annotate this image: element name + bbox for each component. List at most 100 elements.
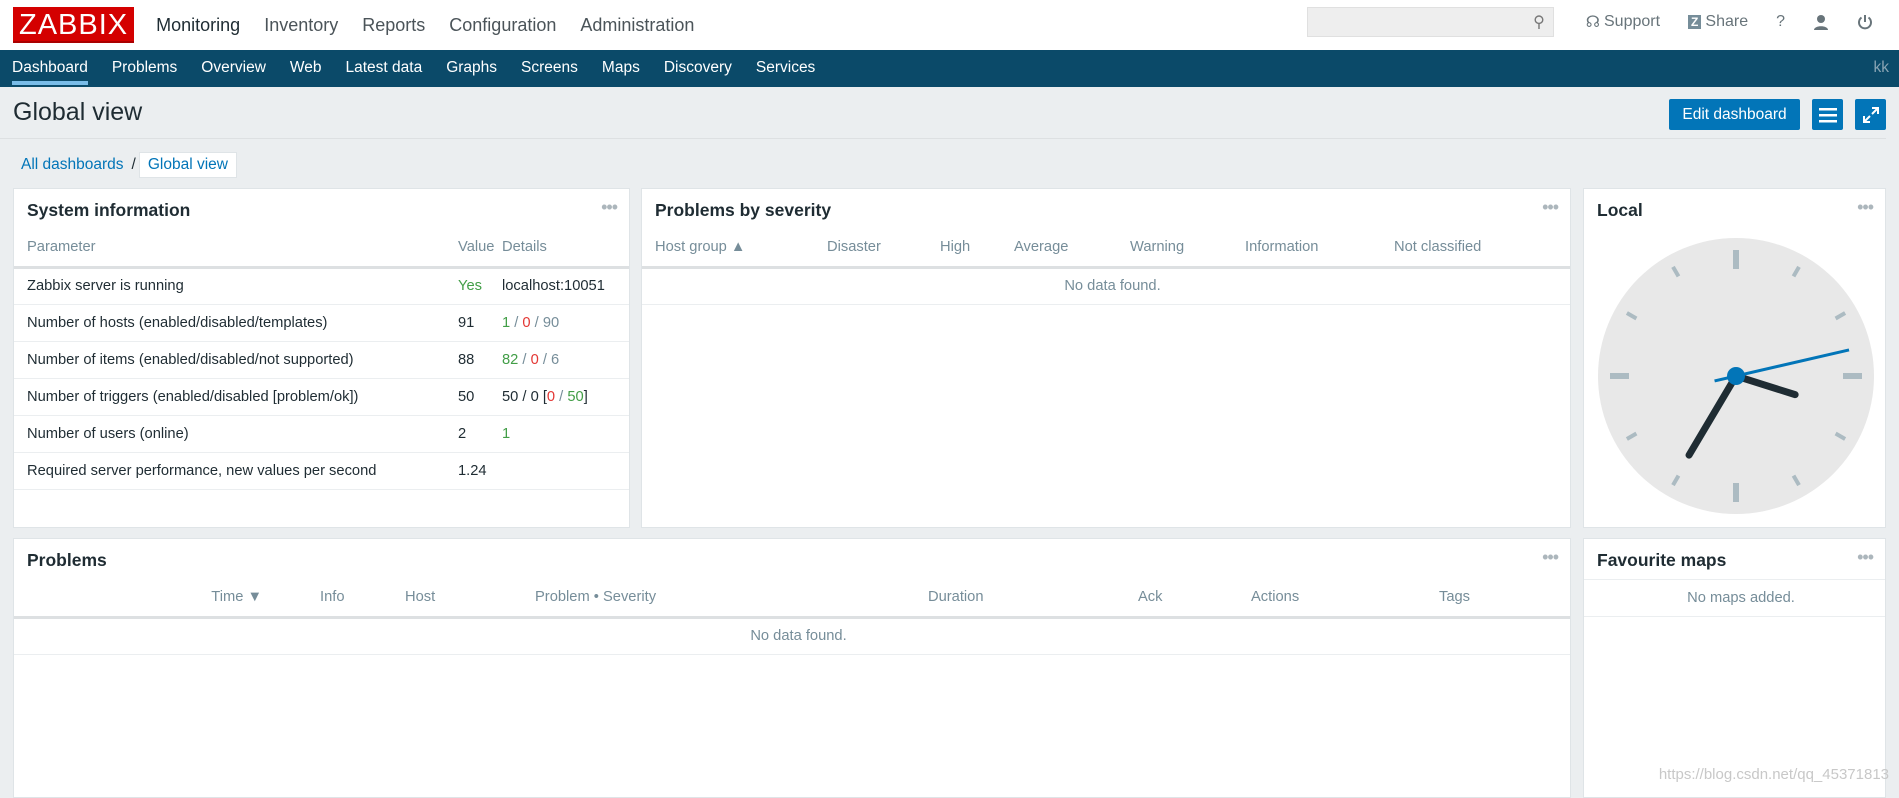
widget-options-icon[interactable]: ••• xyxy=(1542,547,1559,567)
problems-widget: Problems ••• Time ▼ Info Host Problem • … xyxy=(13,538,1571,798)
tab-problems[interactable]: Problems xyxy=(111,59,178,76)
details-part: / xyxy=(518,351,531,368)
local-clock-widget: Local ••• xyxy=(1583,188,1886,528)
sub-menu: Dashboard Problems Overview Web Latest d… xyxy=(0,50,1899,87)
system-info-table: Parameter Value Details Zabbix server is… xyxy=(14,229,629,526)
details-part: 0 xyxy=(530,351,539,368)
support-link[interactable]: ☊ Support xyxy=(1585,13,1661,31)
search-input[interactable]: ⚲ xyxy=(1306,7,1554,37)
minute-hand xyxy=(1685,372,1740,459)
tab-maps[interactable]: Maps xyxy=(601,59,640,76)
col-high: High xyxy=(927,229,1001,269)
details-part: 0 xyxy=(522,314,531,331)
widget-options-icon[interactable]: ••• xyxy=(1542,197,1559,217)
headset-icon: ☊ xyxy=(1585,14,1600,31)
parameter-cell: Number of hosts (enabled/disabled/templa… xyxy=(14,304,445,342)
tab-screens[interactable]: Screens xyxy=(521,59,578,76)
widget-options-icon[interactable]: ••• xyxy=(601,197,618,217)
col-problem-severity: Problem • Severity xyxy=(505,579,915,619)
tab-graphs[interactable]: Graphs xyxy=(446,59,498,76)
parameter-cell: Number of triggers (enabled/disabled [pr… xyxy=(14,378,445,416)
table-row: Number of hosts (enabled/disabled/templa… xyxy=(14,304,629,342)
table-row: Required server performance, new values … xyxy=(14,452,629,490)
details-part: / xyxy=(538,351,552,368)
col-info: Info xyxy=(262,579,375,619)
tab-dashboard[interactable]: Dashboard xyxy=(0,50,100,87)
details-part: 1 xyxy=(502,425,511,442)
tab-web[interactable]: Web xyxy=(289,59,322,76)
watermark: https://blog.csdn.net/qq_45371813 xyxy=(1658,766,1889,783)
hour-mark xyxy=(1834,311,1847,321)
details-part: 90 xyxy=(542,314,560,331)
page-header: Global view Edit dashboard xyxy=(0,87,1886,139)
value-cell: 50 xyxy=(445,378,502,416)
details-cell xyxy=(502,452,629,490)
col-time[interactable]: Time ▼ xyxy=(14,579,262,619)
col-not-classified: Not classified xyxy=(1381,229,1570,269)
table-row: Number of triggers (enabled/disabled [pr… xyxy=(14,378,629,416)
username: kk xyxy=(1873,59,1890,76)
details-part: 6 xyxy=(551,351,560,368)
widget-title: Problems by severity xyxy=(655,200,832,220)
tab-latest-data[interactable]: Latest data xyxy=(345,59,423,76)
zabbix-share-icon: Z xyxy=(1688,15,1702,29)
col-host: Host xyxy=(375,579,505,619)
tab-services[interactable]: Services xyxy=(755,59,816,76)
details-cell: 1 / 0 / 90 xyxy=(502,304,629,342)
no-data-message: No data found. xyxy=(14,617,1570,655)
no-maps-message: No maps added. xyxy=(1584,579,1885,617)
fullscreen-icon[interactable] xyxy=(1855,99,1886,130)
tab-discovery[interactable]: Discovery xyxy=(663,59,732,76)
col-ack: Ack xyxy=(1125,579,1238,619)
widget-title: Problems xyxy=(27,550,107,570)
search-icon[interactable]: ⚲ xyxy=(1533,14,1545,31)
col-value: Value xyxy=(445,229,502,269)
widget-title: System information xyxy=(27,200,191,220)
user-profile-icon[interactable] xyxy=(1813,14,1829,30)
breadcrumb-current[interactable]: Global view xyxy=(138,152,237,178)
col-disaster: Disaster xyxy=(814,229,927,269)
menu-reports[interactable]: Reports xyxy=(362,14,426,35)
col-tags: Tags xyxy=(1426,579,1570,619)
analog-clock xyxy=(1598,238,1874,514)
edit-dashboard-button[interactable]: Edit dashboard xyxy=(1669,99,1800,130)
details-part: 50 / 0 [ xyxy=(502,388,547,405)
parameter-cell: Zabbix server is running xyxy=(14,267,445,305)
table-row xyxy=(14,489,629,526)
power-icon[interactable] xyxy=(1857,14,1873,30)
details-part: 0 xyxy=(546,388,556,405)
details-cell: 50 / 0 [0 / 50] xyxy=(502,378,629,416)
zabbix-logo[interactable]: ZABBIX xyxy=(13,7,135,43)
value-cell: 1.24 xyxy=(445,452,502,490)
col-parameter: Parameter xyxy=(14,229,445,269)
col-host-group[interactable]: Host group ▲ xyxy=(642,229,814,269)
menu-configuration[interactable]: Configuration xyxy=(449,14,557,35)
hour-mark xyxy=(1671,474,1681,487)
help-button[interactable]: ? xyxy=(1776,13,1785,30)
table-row: Number of users (online) 2 1 xyxy=(14,415,629,453)
hour-mark xyxy=(1625,431,1638,441)
tab-overview[interactable]: Overview xyxy=(201,59,266,76)
page-title: Global view xyxy=(13,98,143,126)
hour-mark xyxy=(1791,265,1801,278)
widget-title: Favourite maps xyxy=(1597,550,1727,570)
value-cell: 88 xyxy=(445,341,502,379)
hour-mark xyxy=(1791,474,1801,487)
widget-options-icon[interactable]: ••• xyxy=(1857,197,1874,217)
details-part: / xyxy=(510,314,523,331)
details-part: 1 xyxy=(502,314,511,331)
breadcrumb-all-dashboards[interactable]: All dashboards xyxy=(21,156,124,173)
top-bar: ZABBIX Monitoring Inventory Reports Conf… xyxy=(0,0,1899,58)
widget-options-icon[interactable]: ••• xyxy=(1857,547,1874,567)
col-actions: Actions xyxy=(1238,579,1426,619)
details-cell: localhost:10051 xyxy=(502,267,629,305)
hour-mark xyxy=(1625,311,1638,321)
share-link[interactable]: Z Share xyxy=(1688,13,1748,31)
details-part: 50 xyxy=(567,388,584,405)
menu-icon[interactable] xyxy=(1812,99,1843,130)
menu-monitoring[interactable]: Monitoring xyxy=(144,15,252,58)
menu-inventory[interactable]: Inventory xyxy=(264,14,339,35)
value-cell: Yes xyxy=(445,267,502,305)
hour-hand xyxy=(1732,372,1799,399)
menu-administration[interactable]: Administration xyxy=(580,14,695,35)
